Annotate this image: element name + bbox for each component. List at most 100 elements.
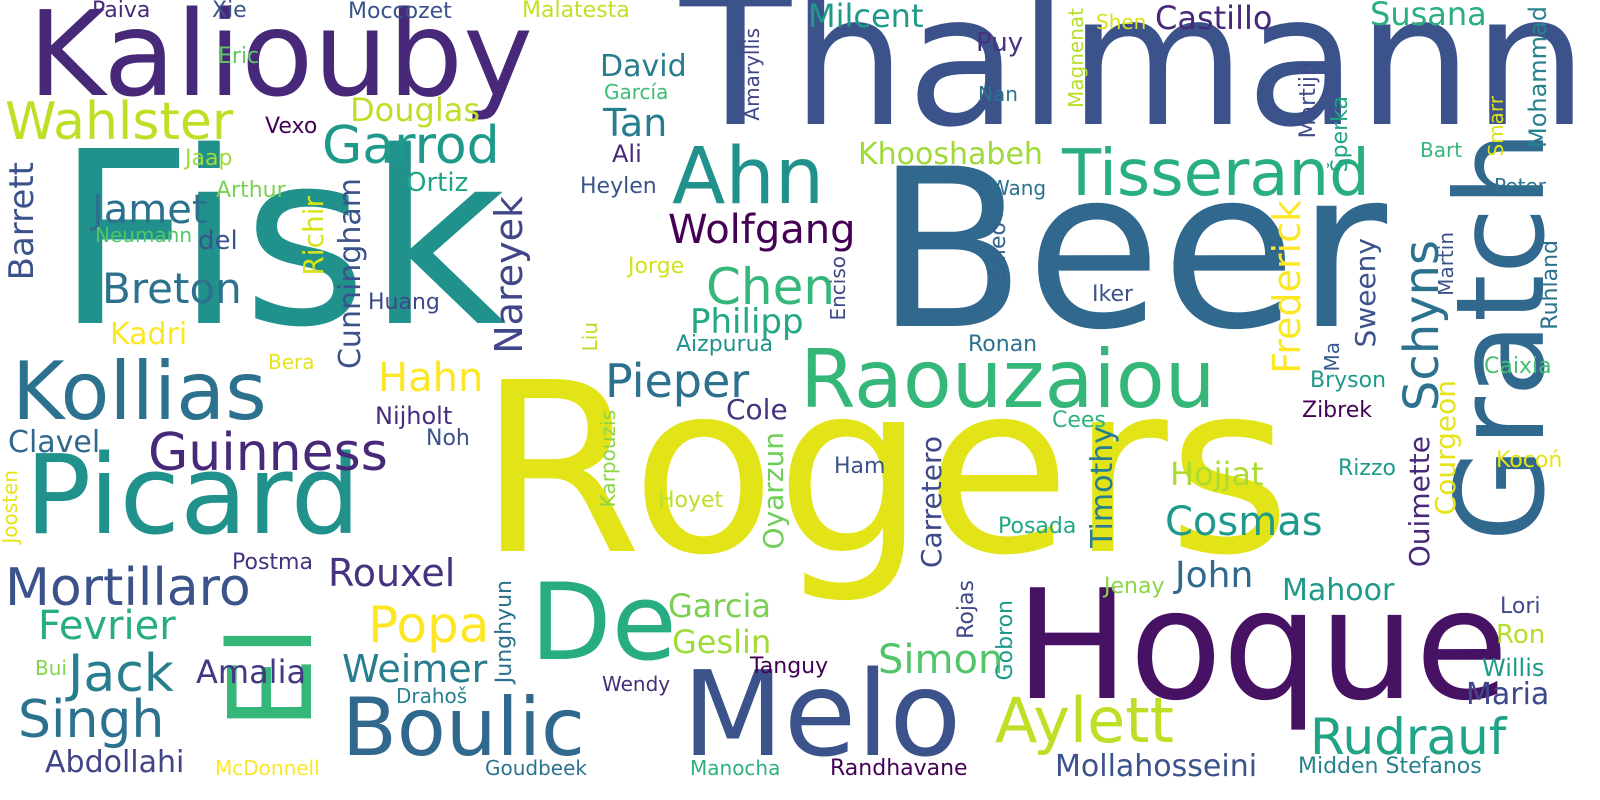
- word-timothy: Timothy: [1085, 426, 1120, 548]
- word-jamet: Jamet: [92, 187, 208, 233]
- word-tan: Tan: [603, 101, 668, 145]
- word-rogers: Rogers: [478, 332, 1291, 607]
- word-aizpurua: Aizpurua: [676, 332, 774, 357]
- word-kadri: Kadri: [110, 317, 188, 352]
- word-arthur: Arthur: [216, 178, 286, 203]
- word-barrett: Barrett: [2, 162, 42, 281]
- word-shen: Shen: [1096, 10, 1147, 34]
- word-midden-stefanos: Midden Stefanos: [1298, 754, 1482, 779]
- word-rudrauf: Rudrauf: [1310, 708, 1507, 766]
- word-paiva: Paiva: [92, 0, 151, 23]
- word-picard: Picard: [25, 431, 361, 559]
- word-junghyun: Junghyun: [492, 580, 517, 684]
- word-randhavane: Randhavane: [830, 756, 968, 781]
- word-hoque: Hoque: [1015, 557, 1509, 734]
- word-eric: Eric: [218, 44, 260, 69]
- word-douglas: Douglas: [350, 91, 480, 129]
- word-cees: Cees: [1052, 408, 1106, 433]
- word-clavel: Clavel: [8, 425, 101, 460]
- word-fidaleo: Fidaleo: [986, 222, 1011, 300]
- word-mortillaro: Mortillaro: [5, 558, 251, 618]
- word-gobron: Gobron: [993, 600, 1018, 681]
- word-hahn: Hahn: [378, 355, 484, 401]
- word-vexo: Vexo: [265, 114, 318, 139]
- word-ahn: Ahn: [672, 132, 825, 222]
- word-beer: Beer: [875, 122, 1388, 378]
- word-kocon: Kocoń: [1496, 448, 1563, 473]
- word-garrod: Garrod: [322, 116, 500, 176]
- word-susana: Susana: [1370, 0, 1487, 33]
- word-lori: Lori: [1500, 594, 1541, 619]
- word-ham: Ham: [834, 454, 886, 479]
- word-chen: Chen: [706, 258, 836, 316]
- word-mahoor: Mahoor: [1282, 573, 1395, 608]
- word-jack: Jack: [68, 644, 174, 704]
- word-khooshabeh: Khooshabeh: [858, 137, 1043, 172]
- word-caixia: Caixia: [1484, 354, 1552, 379]
- word-martijn: Martijn: [1296, 62, 1321, 139]
- word-magnenat: Magnenat: [1064, 8, 1088, 108]
- word-bart: Bart: [1420, 138, 1463, 162]
- word-noh: Noh: [426, 426, 470, 451]
- word-peter: Peter: [1494, 174, 1547, 198]
- word-milcent: Milcent: [808, 0, 924, 35]
- word-bryson: Bryson: [1310, 368, 1387, 393]
- word-xie: Xie: [212, 0, 247, 23]
- word-ali: Ali: [612, 140, 642, 168]
- word-drahos: Drahoš: [396, 684, 468, 708]
- word-singh: Singh: [18, 690, 165, 750]
- word-heylen: Heylen: [580, 174, 657, 199]
- word-breton: Breton: [102, 264, 242, 313]
- word-fevrier: Fevrier: [38, 603, 176, 649]
- word-malatesta: Malatesta: [522, 0, 630, 23]
- word-nareyek: Nareyek: [487, 196, 531, 354]
- word-richir: Richir: [297, 196, 330, 276]
- word-geslin: Geslin: [672, 623, 772, 661]
- word-hoyet: Hoyet: [658, 488, 724, 513]
- word-huang: Huang: [368, 290, 440, 315]
- word-ma: Ma: [1320, 342, 1344, 372]
- word-oyarzun: Oyarzun: [757, 432, 790, 550]
- word-cunningham: Cunningham: [333, 178, 368, 370]
- word-kaliouby: Kaliouby: [28, 0, 533, 123]
- word-tanguy: Tanguy: [750, 654, 829, 679]
- word-wang: Wang: [990, 176, 1047, 200]
- word-mcdonnell: McDonnell: [215, 756, 320, 780]
- word-jorge: Jorge: [628, 254, 685, 279]
- word-rojas: Rojas: [954, 580, 979, 639]
- word-wolfgang: Wolfgang: [668, 207, 856, 253]
- word-mohammad: Mohammad: [1524, 6, 1552, 149]
- word-martin: Martin: [1434, 232, 1458, 296]
- word-castillo: Castillo: [1155, 0, 1273, 37]
- word-weimer: Weimer: [342, 647, 488, 691]
- word-puy: Puy: [976, 28, 1024, 58]
- word-pieper: Pieper: [605, 354, 750, 408]
- word-wahlster: Wahlster: [5, 92, 234, 152]
- word-thalmann: Thalmann: [680, 0, 1589, 167]
- word-kollias: Kollias: [12, 345, 267, 438]
- word-maria: Maria: [1466, 677, 1550, 712]
- word-frederick: Frederick: [1265, 200, 1309, 374]
- word-courgeon: Courgeon: [1429, 380, 1462, 516]
- word-nijholt: Nijholt: [375, 402, 453, 430]
- word-ruhland: Ruhland: [1538, 240, 1563, 330]
- word-tisserand: Tisserand: [1062, 137, 1370, 211]
- word-nan: Nan: [978, 82, 1018, 106]
- word-philipp: Philipp: [690, 302, 804, 342]
- word-willis: Willis: [1482, 654, 1545, 682]
- word-raouzaiou: Raouzaiou: [800, 333, 1216, 426]
- word-karpouzis: Karpouzis: [596, 410, 620, 508]
- word-sweeny: Sweeny: [1349, 238, 1382, 348]
- word-bera: Bera: [268, 350, 315, 374]
- word-iker: Iker: [1092, 282, 1134, 307]
- word-cole: Cole: [726, 393, 788, 426]
- word-amalia: Amalia: [196, 653, 307, 691]
- word-moccozet: Moccozet: [348, 0, 452, 24]
- word-de: De: [530, 561, 677, 684]
- word-rizzo: Rizzo: [1338, 456, 1396, 481]
- word-jaap: Jaap: [185, 146, 233, 171]
- word-smarr: Smarr: [1484, 96, 1508, 157]
- word-cosmas: Cosmas: [1165, 499, 1323, 545]
- word-carretero: Carretero: [915, 436, 948, 569]
